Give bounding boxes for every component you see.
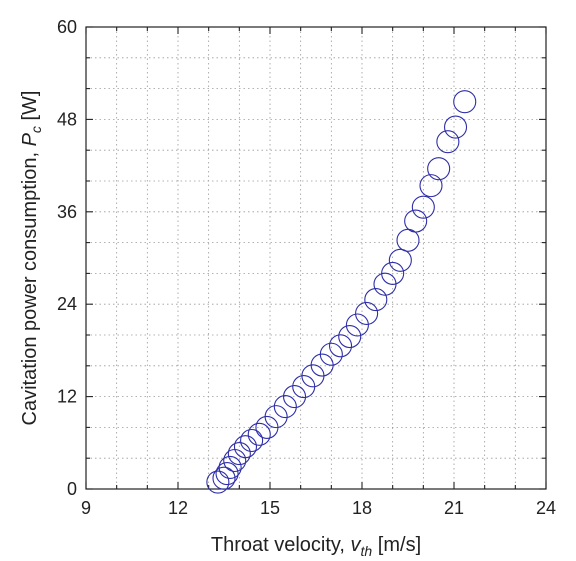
data-point bbox=[212, 466, 236, 490]
data-point bbox=[427, 157, 451, 181]
y-tick-label: 24 bbox=[57, 294, 77, 314]
data-point bbox=[233, 435, 258, 459]
x-axis-label: Throat velocity, vth [m/s] bbox=[211, 534, 421, 559]
data-point bbox=[223, 448, 247, 473]
data-point bbox=[419, 174, 443, 198]
x-tick-label: 24 bbox=[536, 498, 556, 518]
x-tick-labels: 9 12 15 18 21 24 bbox=[81, 498, 556, 518]
grid-lines bbox=[86, 27, 546, 489]
y-tick-label: 36 bbox=[57, 202, 77, 222]
data-point bbox=[338, 324, 362, 349]
data-point bbox=[218, 455, 242, 479]
y-tick-label: 12 bbox=[57, 387, 77, 407]
data-point bbox=[381, 261, 405, 285]
data-point bbox=[345, 313, 369, 337]
data-point bbox=[206, 470, 230, 494]
x-tick-label: 21 bbox=[444, 498, 464, 518]
y-tick-label: 0 bbox=[67, 479, 77, 499]
data-point bbox=[453, 90, 477, 114]
y-axis-label: Cavitation power consumption, Pc [W] bbox=[19, 91, 44, 426]
data-point bbox=[247, 422, 271, 446]
data-point bbox=[411, 195, 435, 219]
x-tick-label: 18 bbox=[352, 498, 372, 518]
data-point bbox=[240, 428, 264, 453]
data-point bbox=[443, 115, 468, 139]
y-tick-labels: 0 12 24 36 48 60 bbox=[57, 17, 77, 499]
plot-frame bbox=[85, 26, 547, 490]
data-point bbox=[355, 301, 379, 325]
data-markers bbox=[206, 90, 477, 494]
data-point bbox=[396, 228, 420, 252]
x-tick-label: 9 bbox=[81, 498, 91, 518]
data-point bbox=[404, 209, 428, 233]
data-point bbox=[319, 342, 343, 366]
data-point bbox=[328, 334, 353, 358]
data-point bbox=[273, 395, 297, 419]
data-point bbox=[436, 130, 460, 154]
data-point bbox=[388, 248, 412, 272]
y-tick-label: 48 bbox=[57, 109, 77, 129]
x-tick-label: 15 bbox=[260, 498, 280, 518]
data-point bbox=[227, 442, 251, 466]
data-point bbox=[364, 288, 388, 312]
data-point bbox=[215, 462, 239, 486]
axis-ticks bbox=[85, 26, 547, 490]
data-point bbox=[264, 405, 288, 429]
y-tick-label: 60 bbox=[57, 17, 77, 37]
data-point bbox=[282, 385, 307, 409]
x-tick-label: 12 bbox=[168, 498, 188, 518]
